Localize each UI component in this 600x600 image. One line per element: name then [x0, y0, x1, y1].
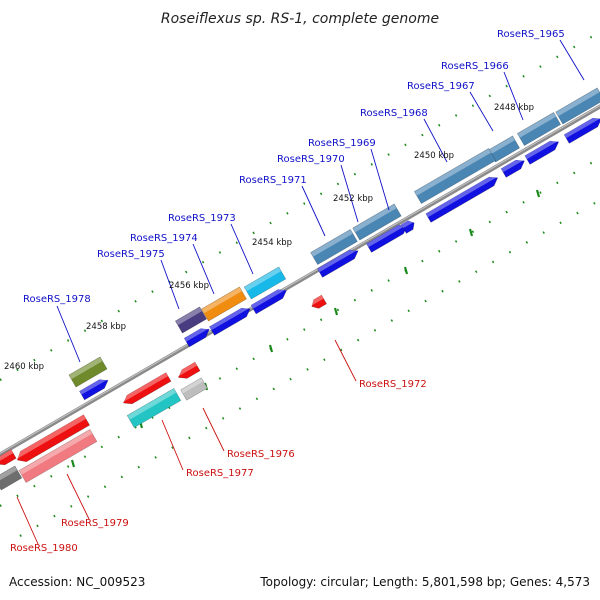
tick-row-2 [0, 157, 600, 507]
callout-line-RoseRS_1968 [423, 118, 448, 163]
feature-bar-RoseRS_1978 [68, 356, 108, 388]
major-tick [70, 459, 76, 468]
major-tick [403, 266, 409, 275]
gene-callouts: RoseRS_1965 RoseRS_1966 RoseRS_1967 RoseRS_… [10, 29, 585, 554]
feature-arrow-RoseRS_1980 [0, 449, 17, 466]
map-title: Roseiflexus sp. RS-1, complete genome [161, 11, 439, 27]
gene-label-RoseRS_1975[interactable]: RoseRS_1975 [97, 249, 165, 260]
gene-label-RoseRS_1965[interactable]: RoseRS_1965 [497, 29, 565, 40]
scale-labels: 2448 kbp 2450 kbp 2452 kbp 2454 kbp 2456 kbp… [4, 103, 534, 372]
feature-arrow-RoseRS_1971 [317, 249, 359, 278]
feature-arrow-RoseRS_1976 [177, 361, 201, 379]
callout-line-RoseRS_1966 [503, 71, 524, 121]
gene-label-RoseRS_1973[interactable]: RoseRS_1973 [168, 213, 236, 224]
callout-line-RoseRS_1972 [334, 339, 357, 382]
backbone [0, 104, 600, 457]
feature-arrow-RoseRS_1973 [250, 289, 287, 315]
scale-label: 2460 kbp [4, 362, 44, 372]
feature-bar-RoseRS_1966 [516, 111, 562, 147]
summary-text: Topology: circular; Length: 5,801,598 bp… [259, 575, 590, 589]
feature-bar-RoseRS_1969 [352, 203, 402, 241]
gene-label-RoseRS_1967[interactable]: RoseRS_1967 [407, 81, 475, 92]
callout-line-RoseRS_1975 [160, 259, 180, 310]
feature-bar-RoseRS_1974 [201, 286, 247, 322]
callout-line-RoseRS_1965 [559, 39, 585, 81]
backbone-line [0, 104, 600, 457]
gene-label-RoseRS_1966[interactable]: RoseRS_1966 [441, 61, 509, 72]
callout-line-RoseRS_1976 [202, 407, 225, 452]
feature-bar-RoseRS_1980 [0, 465, 23, 491]
accession-text: Accession: NC_009523 [9, 575, 145, 589]
gene-label-RoseRS_1976[interactable]: RoseRS_1976 [227, 449, 295, 460]
feature-arrow-RoseRS_1974 [209, 307, 251, 336]
callout-line-RoseRS_1969 [370, 148, 390, 211]
callout-line-RoseRS_1971 [301, 185, 326, 237]
gene-features [0, 87, 600, 491]
feature-arrow-RoseRS_1979 [16, 414, 91, 463]
feature-bar-RoseRS_1976 [180, 377, 208, 401]
feature-arrow2-RoseRS_1969 [400, 220, 415, 234]
major-tick [333, 307, 339, 316]
gene-label-RoseRS_1979[interactable]: RoseRS_1979 [61, 518, 129, 529]
feature-bar-RoseRS_1971 [310, 228, 358, 266]
scale-label: 2454 kbp [252, 238, 292, 248]
major-tick [468, 228, 474, 237]
feature-arrow-RoseRS_1977 [123, 372, 172, 405]
major-tick [535, 189, 541, 198]
feature-arrow-RoseRS_1975 [183, 328, 210, 348]
scale-label: 2452 kbp [333, 194, 373, 204]
feature-arrow-RoseRS_1968 [425, 176, 499, 223]
feature-bar-RoseRS_1979 [18, 428, 98, 484]
feature-bar-RoseRS_1973 [243, 266, 287, 300]
callout-line-RoseRS_1980 [16, 496, 39, 545]
gene-label-RoseRS_1971[interactable]: RoseRS_1971 [239, 175, 307, 186]
callout-line-RoseRS_1967 [469, 91, 494, 132]
gene-label-RoseRS_1980[interactable]: RoseRS_1980 [10, 543, 78, 554]
callout-line-RoseRS_1973 [230, 223, 254, 275]
feature-arrow-RoseRS_1967 [500, 159, 525, 178]
callout-line-RoseRS_1978 [56, 305, 81, 363]
callout-line-RoseRS_1974 [192, 243, 215, 295]
callout-line-RoseRS_1979 [66, 473, 90, 520]
scale-label: 2458 kbp [86, 322, 126, 332]
gene-label-RoseRS_1972[interactable]: RoseRS_1972 [359, 379, 427, 390]
feature-bar-RoseRS_1975 [174, 306, 208, 334]
major-tick [268, 344, 274, 353]
feature-arrow-RoseRS_1966 [524, 140, 560, 165]
feature-arrow-RoseRS_1972 [311, 294, 327, 309]
callout-line-RoseRS_1970 [340, 164, 359, 223]
feature-arrow-RoseRS_1978 [79, 379, 109, 401]
gene-label-RoseRS_1977[interactable]: RoseRS_1977 [186, 468, 254, 479]
scale-label: 2450 kbp [414, 151, 454, 161]
feature-bar-RoseRS_1977 [126, 387, 182, 429]
gene-label-RoseRS_1970[interactable]: RoseRS_1970 [277, 154, 345, 165]
scale-label: 2456 kbp [169, 281, 209, 291]
feature-bar-RoseRS_1965 [555, 87, 600, 125]
gene-label-RoseRS_1978[interactable]: RoseRS_1978 [23, 294, 91, 305]
scale-label: 2448 kbp [494, 103, 534, 113]
feature-bar-RoseRS_1968 [413, 147, 497, 205]
backbone-highlight [0, 105, 600, 454]
gene-label-RoseRS_1968[interactable]: RoseRS_1968 [360, 108, 428, 119]
gene-label-RoseRS_1974[interactable]: RoseRS_1974 [130, 233, 198, 244]
gene-label-RoseRS_1969[interactable]: RoseRS_1969 [308, 138, 376, 149]
callout-line-RoseRS_1977 [161, 419, 184, 471]
